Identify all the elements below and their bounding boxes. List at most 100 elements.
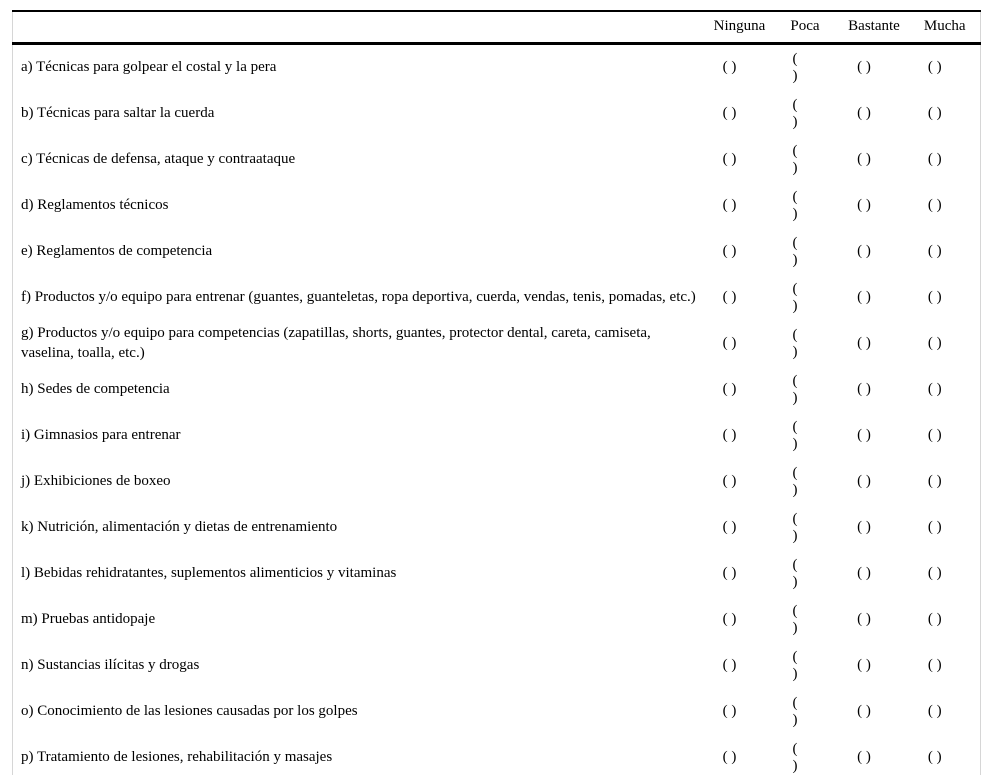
option-mark-ninguna[interactable]: ( ) [722,59,737,76]
option-mark-poca[interactable]: ( ) [792,51,798,84]
option-cell-ninguna: ( ) [708,735,772,775]
option-mark-poca[interactable]: ( ) [792,741,798,774]
table-row: l) Bebidas rehidratantes, suplementos al… [13,551,981,597]
option-mark-mucha[interactable]: ( ) [927,289,942,306]
option-mark-mucha[interactable]: ( ) [927,197,942,214]
option-mark-ninguna[interactable]: ( ) [722,749,737,766]
option-mark-poca[interactable]: ( ) [792,511,798,544]
option-mark-mucha[interactable]: ( ) [927,151,942,168]
option-mark-mucha[interactable]: ( ) [927,427,942,444]
option-mark-poca[interactable]: ( ) [792,419,798,452]
option-mark-bastante[interactable]: ( ) [857,519,871,536]
table-row: p) Tratamiento de lesiones, rehabilitaci… [13,735,981,775]
option-cell-ninguna: ( ) [708,91,772,137]
option-mark-ninguna[interactable]: ( ) [722,289,737,306]
option-mark-mucha[interactable]: ( ) [927,657,942,674]
option-mark-bastante[interactable]: ( ) [857,197,871,214]
option-cell-poca: ( ) [772,183,839,229]
option-mark-mucha[interactable]: ( ) [927,381,942,398]
option-cell-bastante: ( ) [839,321,910,367]
option-mark-ninguna[interactable]: ( ) [722,657,737,674]
option-mark-ninguna[interactable]: ( ) [722,243,737,260]
option-mark-bastante[interactable]: ( ) [857,105,871,122]
option-cell-poca: ( ) [772,597,839,643]
option-mark-bastante[interactable]: ( ) [857,289,871,306]
option-mark-bastante[interactable]: ( ) [857,427,871,444]
table-row: o) Conocimiento de las lesiones causadas… [13,689,981,735]
option-cell-poca: ( ) [772,44,839,92]
option-mark-ninguna[interactable]: ( ) [722,335,737,352]
option-mark-ninguna[interactable]: ( ) [722,105,737,122]
option-mark-mucha[interactable]: ( ) [927,519,942,536]
option-cell-mucha: ( ) [910,321,981,367]
option-mark-poca[interactable]: ( ) [792,327,798,360]
option-mark-bastante[interactable]: ( ) [857,565,871,582]
option-mark-ninguna[interactable]: ( ) [722,197,737,214]
option-mark-bastante[interactable]: ( ) [857,243,871,260]
option-mark-poca[interactable]: ( ) [792,281,798,314]
option-mark-mucha[interactable]: ( ) [927,243,942,260]
option-cell-bastante: ( ) [839,229,910,275]
option-mark-poca[interactable]: ( ) [792,465,798,498]
option-cell-mucha: ( ) [910,505,981,551]
option-mark-poca[interactable]: ( ) [792,189,798,222]
option-mark-poca[interactable]: ( ) [792,143,798,176]
option-cell-poca: ( ) [772,137,839,183]
option-mark-mucha[interactable]: ( ) [927,473,942,490]
option-mark-ninguna[interactable]: ( ) [722,473,737,490]
option-mark-poca[interactable]: ( ) [792,557,798,590]
option-mark-ninguna[interactable]: ( ) [722,611,737,628]
option-mark-ninguna[interactable]: ( ) [722,151,737,168]
option-cell-bastante: ( ) [839,183,910,229]
knowledge-rating-table: Ninguna Poca Bastante Mucha a) Técnicas … [12,10,981,775]
row-label: e) Reglamentos de competencia [21,243,213,260]
option-cell-ninguna: ( ) [708,44,772,92]
option-cell-mucha: ( ) [910,735,981,775]
option-mark-bastante[interactable]: ( ) [857,151,871,168]
row-label: b) Técnicas para saltar la cuerda [21,105,215,122]
option-mark-mucha[interactable]: ( ) [927,59,942,76]
row-label: h) Sedes de competencia [21,381,170,398]
option-cell-ninguna: ( ) [708,137,772,183]
option-mark-ninguna[interactable]: ( ) [722,703,737,720]
option-mark-mucha[interactable]: ( ) [927,703,942,720]
option-mark-ninguna[interactable]: ( ) [722,519,737,536]
option-mark-ninguna[interactable]: ( ) [722,381,737,398]
option-mark-bastante[interactable]: ( ) [857,59,871,76]
option-mark-mucha[interactable]: ( ) [927,335,942,352]
option-mark-mucha[interactable]: ( ) [927,611,942,628]
option-mark-bastante[interactable]: ( ) [857,749,871,766]
option-cell-ninguna: ( ) [708,689,772,735]
option-mark-mucha[interactable]: ( ) [927,105,942,122]
option-mark-mucha[interactable]: ( ) [927,565,942,582]
option-cell-mucha: ( ) [910,91,981,137]
column-header-poca: Poca [771,11,839,45]
option-mark-poca[interactable]: ( ) [792,649,798,682]
option-cell-ninguna: ( ) [708,367,772,413]
option-cell-bastante: ( ) [839,689,910,735]
option-cell-bastante: ( ) [839,413,910,459]
option-cell-ninguna: ( ) [708,321,772,367]
option-mark-bastante[interactable]: ( ) [857,657,871,674]
option-mark-mucha[interactable]: ( ) [927,749,942,766]
option-mark-bastante[interactable]: ( ) [857,703,871,720]
option-mark-ninguna[interactable]: ( ) [722,427,737,444]
option-mark-bastante[interactable]: ( ) [857,473,871,490]
option-mark-poca[interactable]: ( ) [792,97,798,130]
option-mark-poca[interactable]: ( ) [792,235,798,268]
option-mark-poca[interactable]: ( ) [792,695,798,728]
option-mark-poca[interactable]: ( ) [792,373,798,406]
option-cell-mucha: ( ) [910,597,981,643]
option-cell-mucha: ( ) [910,459,981,505]
row-label: i) Gimnasios para entrenar [21,427,181,444]
option-mark-poca[interactable]: ( ) [792,603,798,636]
option-mark-bastante[interactable]: ( ) [857,335,871,352]
option-mark-ninguna[interactable]: ( ) [722,565,737,582]
option-cell-poca: ( ) [772,551,839,597]
option-cell-bastante: ( ) [839,643,910,689]
option-mark-bastante[interactable]: ( ) [857,381,871,398]
option-cell-poca: ( ) [772,91,839,137]
column-header-mucha: Mucha [909,11,981,45]
option-mark-bastante[interactable]: ( ) [857,611,871,628]
option-cell-poca: ( ) [772,505,839,551]
